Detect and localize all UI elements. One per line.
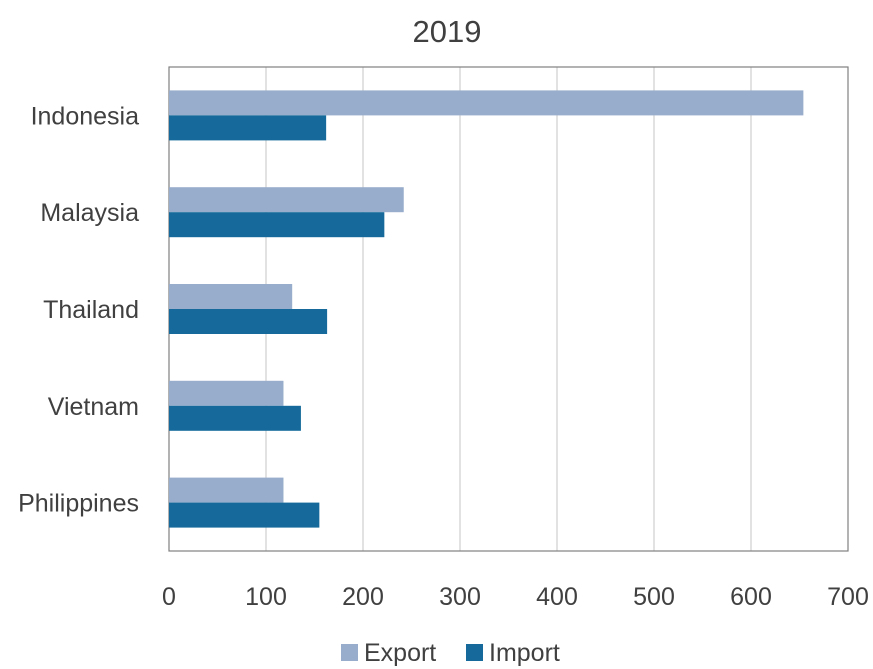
legend: Export Import bbox=[341, 639, 560, 667]
legend-label-export: Export bbox=[364, 639, 436, 667]
gridlines bbox=[265, 67, 752, 551]
x-tick-label: 0 bbox=[162, 583, 176, 611]
x-tick-label: 300 bbox=[439, 583, 481, 611]
x-tick-label: 600 bbox=[730, 583, 772, 611]
bar-export-vietnam bbox=[169, 380, 284, 406]
x-tick-label: 200 bbox=[342, 583, 384, 611]
bar-export-indonesia bbox=[169, 90, 804, 116]
x-tick-label: 700 bbox=[827, 583, 869, 611]
legend-label-import: Import bbox=[489, 639, 560, 667]
bar-export-philippines bbox=[169, 477, 284, 503]
bars bbox=[169, 90, 804, 528]
legend-swatch-export bbox=[341, 644, 358, 661]
value-axis: 0 100 200 300 400 500 600 700 bbox=[162, 583, 869, 611]
category-axis: Indonesia Malaysia Thailand Vietnam Philippi… bbox=[18, 102, 139, 517]
category-label: Philippines bbox=[18, 490, 139, 518]
bar-export-malaysia bbox=[169, 187, 404, 213]
category-label: Vietnam bbox=[48, 393, 139, 421]
x-tick-label: 100 bbox=[245, 583, 287, 611]
category-label: Malaysia bbox=[40, 199, 139, 227]
bar-import-thailand bbox=[169, 309, 328, 334]
bar-import-malaysia bbox=[169, 212, 385, 238]
bar-import-philippines bbox=[169, 502, 320, 528]
x-tick-label: 400 bbox=[536, 583, 578, 611]
bar-import-indonesia bbox=[169, 115, 327, 141]
category-label: Indonesia bbox=[31, 102, 140, 130]
bar-import-vietnam bbox=[169, 405, 301, 431]
category-label: Thailand bbox=[43, 296, 139, 324]
bar-export-thailand bbox=[169, 284, 293, 309]
x-tick-label: 500 bbox=[633, 583, 675, 611]
legend-swatch-import bbox=[466, 644, 483, 661]
chart-title: 2019 bbox=[413, 14, 482, 49]
